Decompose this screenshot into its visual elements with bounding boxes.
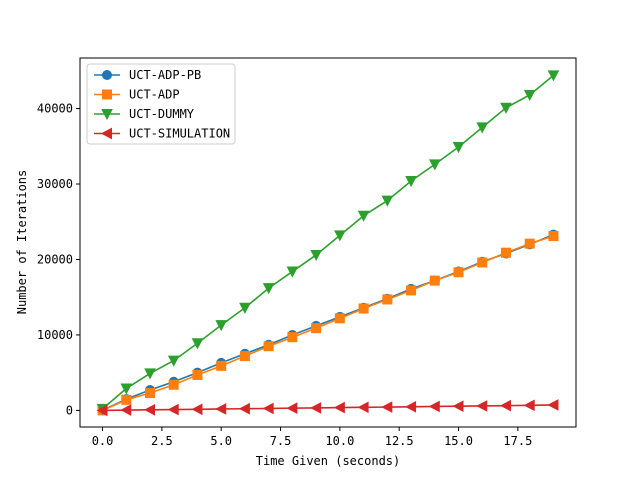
data-point-uct-adp xyxy=(168,379,179,390)
data-point-uct-dummy xyxy=(334,230,346,242)
data-point-uct-dummy xyxy=(476,122,489,134)
x-tick-label: 0.0 xyxy=(92,434,114,448)
data-point-uct-dummy xyxy=(144,368,156,380)
y-tick-label: 0 xyxy=(66,403,73,417)
data-point-uct-simulation xyxy=(215,403,227,415)
data-point-uct-adp xyxy=(453,267,464,278)
data-point-uct-simulation xyxy=(452,400,464,413)
data-point-uct-simulation xyxy=(310,402,322,414)
x-axis-label: Time Given (seconds) xyxy=(256,454,401,468)
data-point-uct-simulation xyxy=(404,400,417,413)
legend-entry-uct-simulation: UCT-SIMULATION xyxy=(94,127,230,141)
x-tick-label: 12.5 xyxy=(385,434,414,448)
series-uct-adp xyxy=(97,231,559,416)
data-point-uct-adp xyxy=(334,313,345,324)
data-point-uct-dummy xyxy=(547,70,560,82)
y-tick-label: 20000 xyxy=(37,252,73,266)
legend-label: UCT-DUMMY xyxy=(129,107,195,121)
data-point-uct-adp xyxy=(145,388,156,399)
data-point-uct-dummy xyxy=(167,355,180,367)
data-point-uct-simulation xyxy=(167,403,179,416)
data-point-uct-dummy xyxy=(239,302,251,314)
data-point-uct-simulation xyxy=(381,401,393,413)
data-point-uct-dummy xyxy=(191,338,204,350)
data-point-uct-adp xyxy=(121,394,132,405)
legend-marker xyxy=(102,70,112,80)
data-point-uct-dummy xyxy=(381,195,394,207)
data-point-uct-simulation xyxy=(96,404,108,417)
data-point-uct-adp xyxy=(524,238,535,249)
legend-label: UCT-SIMULATION xyxy=(129,127,230,141)
data-point-uct-simulation xyxy=(120,404,132,416)
plot-frame xyxy=(79,57,577,428)
y-tick-label: 10000 xyxy=(37,328,73,342)
data-point-uct-simulation xyxy=(523,399,535,412)
data-point-uct-simulation xyxy=(428,400,440,413)
legend-marker xyxy=(100,127,112,140)
data-point-uct-adp xyxy=(192,369,203,380)
y-tick-label: 40000 xyxy=(37,102,73,116)
data-point-uct-dummy xyxy=(215,320,228,332)
y-axis: 0 10000 20000 30000 40000 xyxy=(37,102,80,417)
data-point-uct-adp xyxy=(358,303,369,314)
legend-entry-uct-adp: UCT-ADP xyxy=(94,88,180,102)
legend-label: UCT-ADP xyxy=(129,88,180,102)
data-point-uct-adp xyxy=(216,360,227,371)
x-tick-label: 17.5 xyxy=(503,434,532,448)
data-point-uct-dummy xyxy=(357,210,370,222)
data-point-uct-dummy xyxy=(452,142,465,154)
data-point-uct-dummy xyxy=(428,159,441,171)
data-point-uct-simulation xyxy=(357,401,369,414)
x-tick-label: 15.0 xyxy=(444,434,473,448)
legend-label: UCT-ADP-PB xyxy=(129,68,201,82)
x-tick-label: 2.5 xyxy=(151,434,173,448)
data-point-uct-adp xyxy=(548,231,559,242)
data-point-uct-adp xyxy=(382,294,393,305)
x-tick-label: 7.5 xyxy=(270,434,292,448)
data-point-uct-adp xyxy=(500,247,511,258)
data-point-uct-adp xyxy=(239,351,250,362)
data-point-uct-adp xyxy=(311,323,322,334)
data-point-uct-dummy xyxy=(310,249,322,262)
x-tick-label: 5.0 xyxy=(210,434,232,448)
data-point-uct-dummy xyxy=(523,89,536,102)
data-point-uct-dummy xyxy=(120,383,133,395)
data-point-uct-simulation xyxy=(262,402,274,415)
data-point-uct-adp xyxy=(477,257,488,268)
legend-entry-uct-dummy: UCT-DUMMY xyxy=(94,107,195,121)
data-point-uct-dummy xyxy=(500,102,512,114)
data-point-uct-simulation xyxy=(499,399,511,412)
data-point-uct-simulation xyxy=(238,402,250,415)
legend: UCT-ADP-PB UCT-ADP UCT-DUMMY UCT-SIMULATION xyxy=(86,63,236,145)
x-axis: 0.0 2.5 5.0 7.5 10.0 12.5 15.0 17.5 xyxy=(92,427,532,448)
data-point-uct-adp xyxy=(287,332,298,343)
data-point-uct-simulation xyxy=(547,399,559,411)
data-point-uct-dummy xyxy=(405,176,417,188)
data-point-uct-simulation xyxy=(333,401,345,414)
data-point-uct-simulation xyxy=(476,400,488,412)
data-point-uct-simulation xyxy=(143,403,156,416)
series-layer xyxy=(96,70,560,417)
legend-marker xyxy=(102,89,112,100)
legend-box xyxy=(86,63,236,145)
x-tick-label: 10.0 xyxy=(325,434,354,448)
legend-entry-uct-adp-pb: UCT-ADP-PB xyxy=(94,68,201,82)
data-point-uct-adp xyxy=(429,275,440,286)
series-uct-simulation xyxy=(96,399,559,417)
data-point-uct-adp xyxy=(406,285,417,296)
y-tick-label: 30000 xyxy=(37,177,73,191)
y-axis-label: Number of Iterations xyxy=(15,170,29,315)
data-point-uct-adp xyxy=(263,341,274,352)
data-point-uct-simulation xyxy=(191,403,203,416)
series-uct-dummy xyxy=(96,70,560,415)
legend-marker xyxy=(101,109,113,121)
data-point-uct-simulation xyxy=(286,402,298,414)
data-point-uct-dummy xyxy=(286,266,299,278)
data-point-uct-dummy xyxy=(262,283,275,295)
